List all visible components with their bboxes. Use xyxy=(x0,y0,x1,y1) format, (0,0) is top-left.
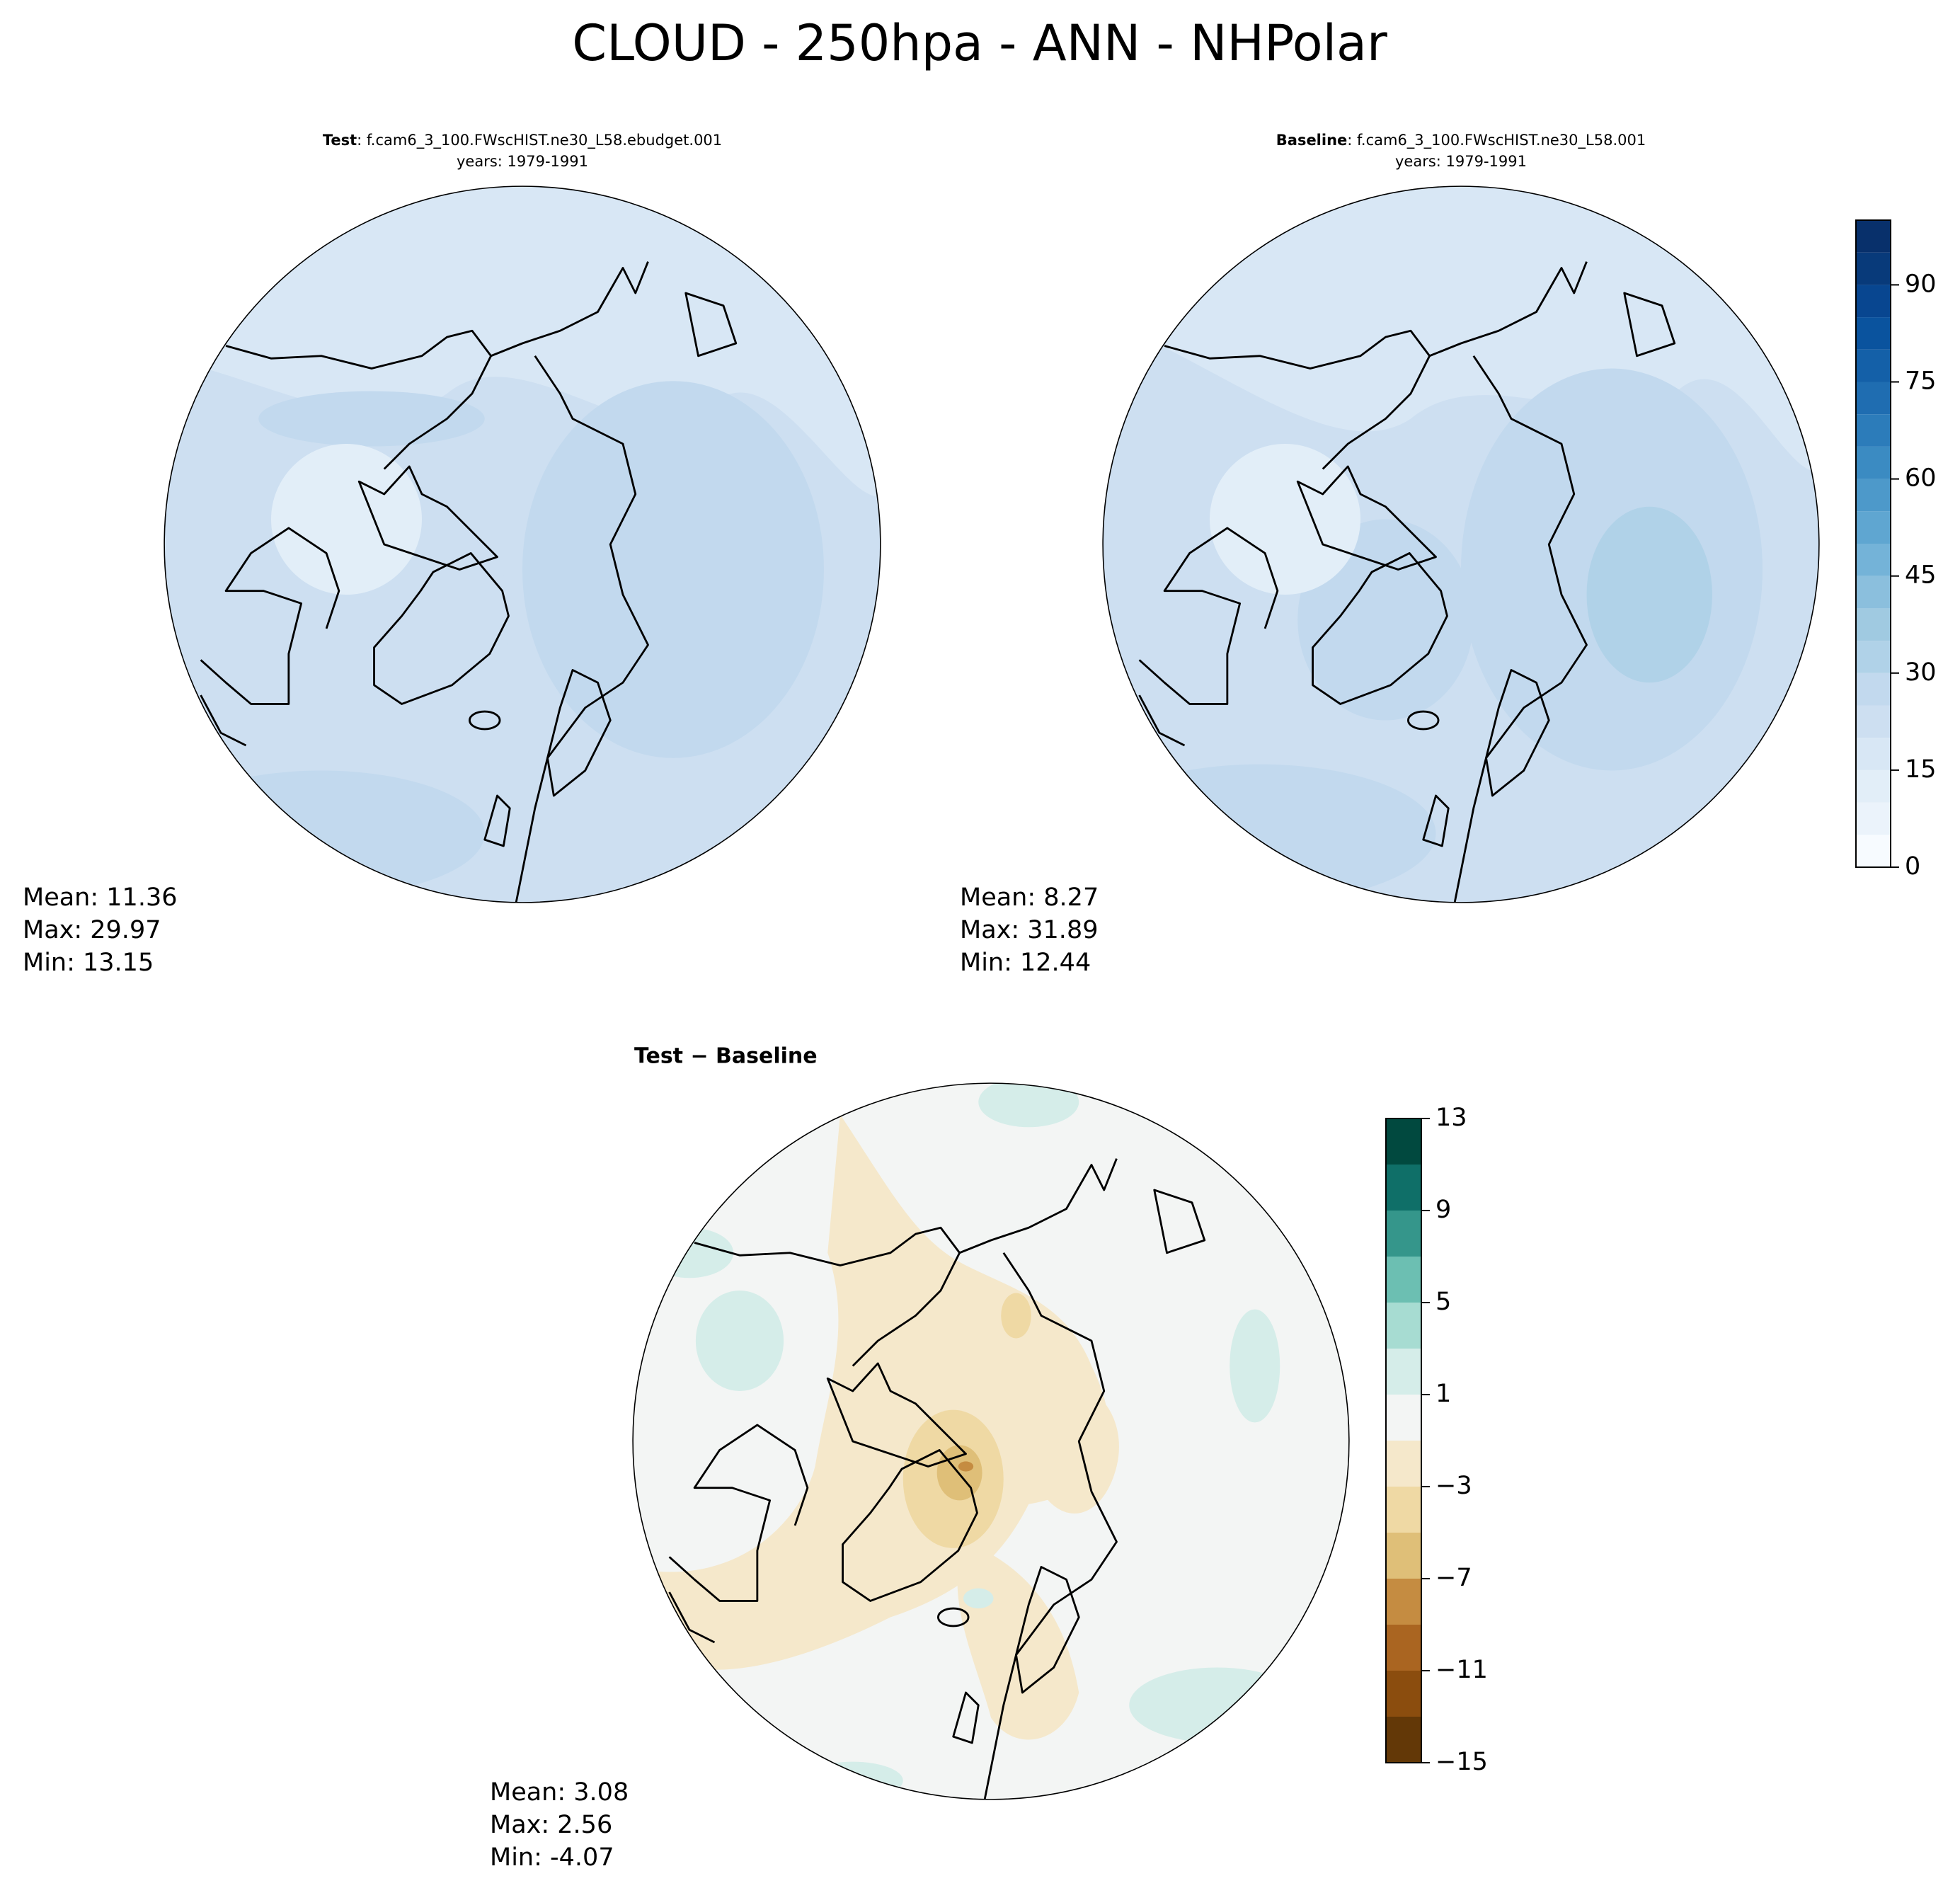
colorbar-tick-label: 45 xyxy=(1905,561,1937,590)
colorbar-band xyxy=(1386,1303,1421,1349)
colorbar-band xyxy=(1386,1257,1421,1303)
colorbar-band xyxy=(1386,1211,1421,1257)
stat: Max: 29.97 xyxy=(23,916,161,944)
colorbar-band xyxy=(1856,220,1891,253)
colorbar-tick-label: 13 xyxy=(1435,1104,1467,1132)
colorbar-band xyxy=(1386,1165,1421,1211)
colorbar-band xyxy=(1856,608,1891,641)
colorbar-band xyxy=(1386,1625,1421,1671)
panel-years: years: 1979-1991 xyxy=(457,153,588,170)
colorbar-tick-label: 60 xyxy=(1905,464,1937,493)
colorbar-band xyxy=(1856,285,1891,318)
stat: Min: -4.07 xyxy=(490,1843,614,1872)
panel-label: Baseline xyxy=(1276,132,1348,149)
colorbar-tick-label: −15 xyxy=(1435,1748,1488,1776)
stat: Mean: 8.27 xyxy=(960,883,1099,912)
panel-title: Test: f.cam6_3_100.FWscHIST.ne30_L58.ebu… xyxy=(323,132,722,149)
colorbar-frame xyxy=(1855,219,1891,868)
colorbar-band xyxy=(1856,835,1891,867)
panel-years: years: 1979-1991 xyxy=(1395,153,1527,170)
colorbar-frame xyxy=(1385,1118,1422,1763)
colorbar-band xyxy=(1386,1717,1421,1763)
stat: Mean: 11.36 xyxy=(23,883,177,912)
colorbar-tick-label: −3 xyxy=(1435,1472,1472,1500)
panel-case: : f.cam6_3_100.FWscHIST.ne30_L58.001 xyxy=(1347,132,1646,149)
colorbar-band xyxy=(1856,641,1891,673)
panel-title: Baseline: f.cam6_3_100.FWscHIST.ne30_L58… xyxy=(1276,132,1646,149)
panel-label: Test xyxy=(323,132,357,149)
stat: Min: 13.15 xyxy=(23,949,154,977)
colorbar-band xyxy=(1856,349,1891,382)
stat: Max: 2.56 xyxy=(490,1811,612,1839)
colorbar-band xyxy=(1856,705,1891,738)
colorbar-tick-label: 90 xyxy=(1905,270,1937,298)
colorbar-tick-label: 15 xyxy=(1905,755,1937,784)
colorbar-band xyxy=(1386,1119,1421,1165)
colorbar-tick-label: −11 xyxy=(1435,1656,1488,1684)
colorbar-tick-label: 30 xyxy=(1905,658,1937,687)
map xyxy=(1102,185,1820,904)
colorbar-band xyxy=(1856,511,1891,544)
colorbar-band xyxy=(1386,1349,1421,1395)
colorbar-band xyxy=(1856,446,1891,479)
colorbar-band xyxy=(1856,802,1891,835)
colorbar-band xyxy=(1856,738,1891,770)
stat: Max: 31.89 xyxy=(960,916,1098,944)
colorbar-band xyxy=(1856,769,1891,803)
figure-title: CLOUD - 250hpa - ANN - NHPolar xyxy=(572,14,1387,72)
colorbar-band xyxy=(1856,317,1891,350)
colorbar-band xyxy=(1386,1579,1421,1625)
map xyxy=(164,185,881,904)
colorbar-band xyxy=(1856,479,1891,512)
colorbar-band xyxy=(1386,1441,1421,1487)
colorbar-band xyxy=(1856,544,1891,576)
map xyxy=(632,1082,1350,1801)
panel-case: : f.cam6_3_100.FWscHIST.ne30_L58.ebudget… xyxy=(357,132,722,149)
colorbar-band xyxy=(1386,1487,1421,1533)
colorbar-tick-label: 5 xyxy=(1435,1288,1451,1316)
colorbar-band xyxy=(1386,1533,1421,1579)
colorbar-band xyxy=(1386,1395,1421,1441)
colorbar-band xyxy=(1856,673,1891,706)
panel-title: Test − Baseline xyxy=(634,1044,818,1069)
colorbar-band xyxy=(1386,1671,1421,1717)
colorbar-band xyxy=(1856,576,1891,609)
colorbar-tick-label: 9 xyxy=(1435,1196,1451,1224)
colorbar-tick-label: 75 xyxy=(1905,367,1937,396)
colorbar-band xyxy=(1856,382,1891,415)
stat: Mean: 3.08 xyxy=(490,1778,629,1807)
stat: Min: 12.44 xyxy=(960,949,1091,977)
colorbar-band xyxy=(1856,414,1891,447)
colorbar-tick-label: 0 xyxy=(1905,852,1920,881)
colorbar-tick-label: −7 xyxy=(1435,1564,1472,1592)
colorbar-tick-label: 1 xyxy=(1435,1380,1451,1408)
colorbar-band xyxy=(1856,252,1891,285)
